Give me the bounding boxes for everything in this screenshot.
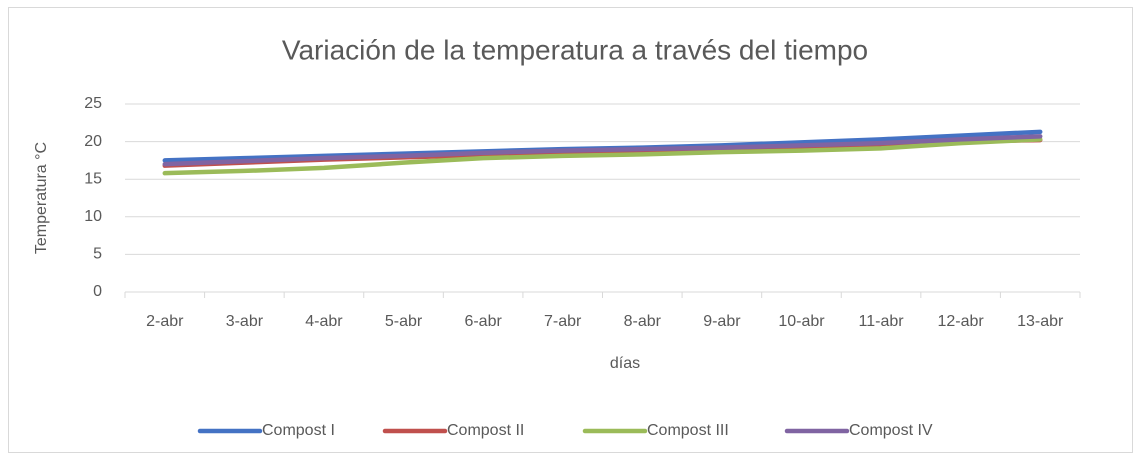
legend-label: Compost I (262, 422, 335, 439)
x-tick-label: 13-abr (1017, 313, 1064, 330)
legend-label: Compost II (447, 422, 524, 439)
x-tick-label: 10-abr (778, 313, 825, 330)
x-tick-label: 4-abr (305, 313, 343, 330)
y-tick-label: 15 (84, 170, 102, 187)
chart-title: Variación de la temperatura a través del… (282, 34, 868, 65)
x-tick-label: 3-abr (226, 313, 264, 330)
x-axis-title: días (610, 355, 640, 372)
y-tick-label: 25 (84, 95, 102, 112)
x-tick-label: 8-abr (624, 313, 662, 330)
legend-label: Compost III (647, 422, 729, 439)
chart-border (8, 7, 1133, 453)
legend-label: Compost IV (849, 422, 933, 439)
series-line (162, 137, 1043, 176)
x-tick-label: 5-abr (385, 313, 423, 330)
y-tick-label: 20 (84, 133, 102, 150)
x-tick-label: 9-abr (703, 313, 741, 330)
x-tick-label: 7-abr (544, 313, 582, 330)
y-tick-label: 10 (84, 208, 102, 225)
x-tick-label: 2-abr (146, 313, 184, 330)
x-tick-label: 11-abr (859, 313, 905, 330)
y-tick-label: 0 (93, 283, 102, 300)
series-line (162, 134, 1043, 167)
x-tick-label: 12-abr (938, 313, 985, 330)
x-tick-label: 6-abr (464, 313, 502, 330)
y-tick-label: 5 (93, 246, 102, 263)
y-axis-title: Temperatura °C (33, 142, 50, 254)
